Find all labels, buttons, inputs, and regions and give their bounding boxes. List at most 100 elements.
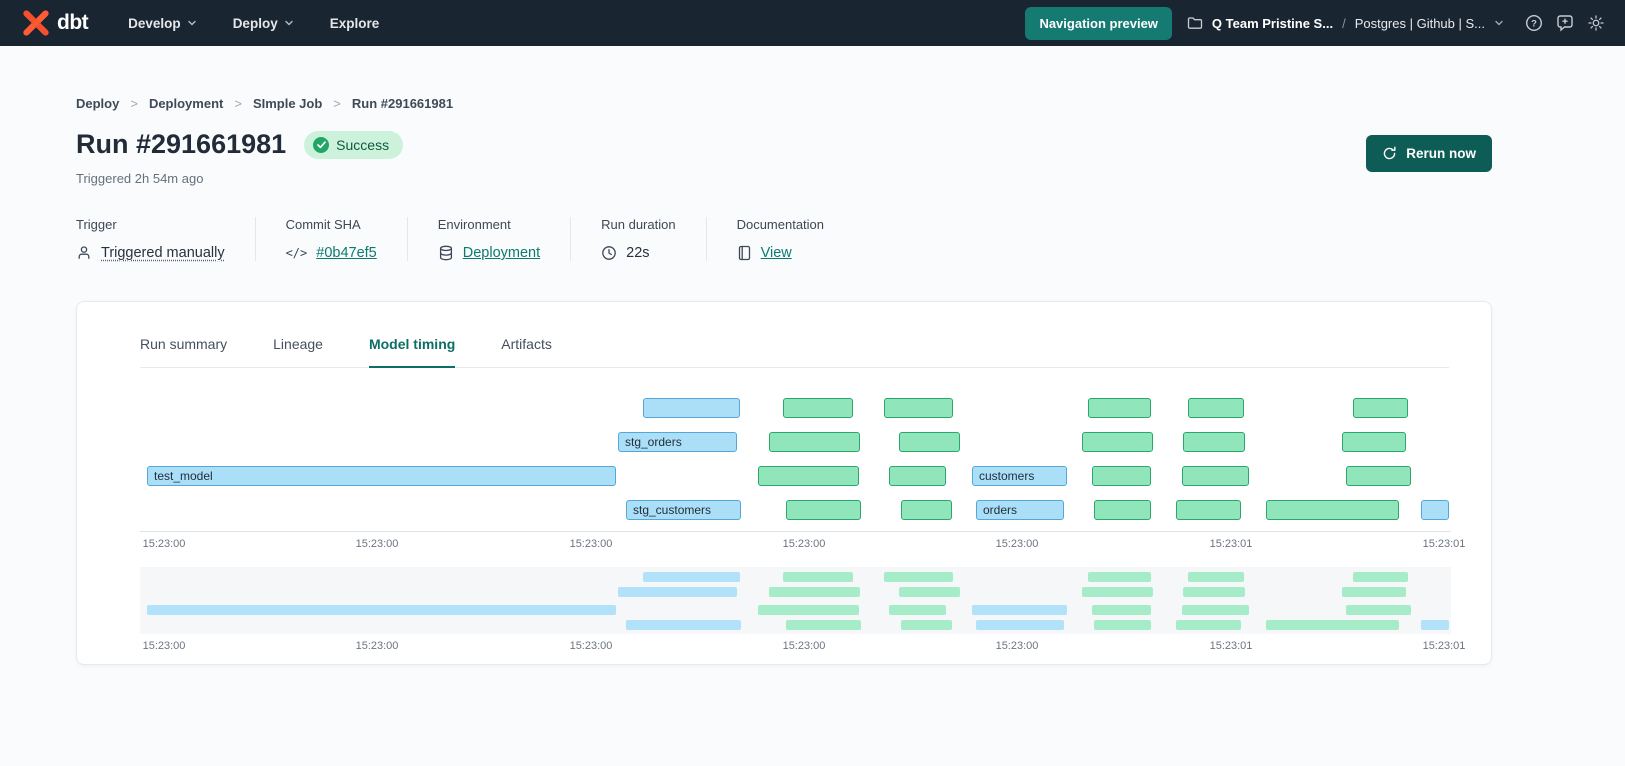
gantt-bar-customers[interactable]: customers	[971, 466, 1067, 486]
gantt-bar-orders[interactable]: orders	[975, 500, 1064, 520]
trigger-value[interactable]: Triggered manually	[101, 245, 225, 261]
environment-link[interactable]: Deployment	[462, 245, 541, 261]
gantt-bar[interactable]	[884, 398, 953, 418]
chevron-down-icon	[284, 18, 294, 28]
dbt-logo[interactable]: dbt	[22, 9, 89, 37]
brush-bar	[899, 587, 960, 597]
run-detail-card: Run summary Lineage Model timing Artifac…	[76, 301, 1492, 665]
breadcrumb-separator: >	[333, 96, 341, 111]
project-name[interactable]: Postgres | Github | S...	[1354, 15, 1485, 31]
gantt-bar[interactable]	[1176, 500, 1241, 520]
time-tick-label: 15:23:01	[1422, 640, 1466, 652]
gantt-bar-stg_orders[interactable]: stg_orders	[618, 432, 737, 452]
breadcrumb-run: Run #291661981	[351, 96, 454, 111]
brush-bar	[769, 587, 860, 597]
settings-icon[interactable]	[1587, 14, 1605, 32]
breadcrumb-deploy[interactable]: Deploy	[76, 96, 120, 111]
gantt-bar-label: test_model	[154, 469, 213, 483]
meta-label: Run duration	[601, 217, 676, 232]
feedback-icon[interactable]	[1556, 14, 1574, 32]
gantt-bar[interactable]	[1266, 500, 1399, 520]
brush-bar	[1082, 587, 1153, 597]
gantt-bar[interactable]	[1094, 500, 1151, 520]
meta-trigger: Trigger Triggered manually	[76, 217, 256, 261]
run-duration-value: 22s	[626, 245, 650, 261]
tab-run-summary[interactable]: Run summary	[140, 336, 228, 352]
success-check-icon	[313, 136, 330, 153]
gantt-bar-stg_customers[interactable]: stg_customers	[626, 500, 741, 520]
run-meta-row: Trigger Triggered manually Commit SHA </…	[76, 217, 1492, 261]
gantt-bar[interactable]	[643, 398, 740, 418]
tab-artifacts[interactable]: Artifacts	[501, 336, 552, 352]
brush-bar	[975, 620, 1064, 630]
triggered-timestamp: Triggered 2h 54m ago	[76, 171, 204, 186]
gantt-bar-label: orders	[982, 503, 1017, 517]
time-tick-label: 15:23:00	[782, 538, 826, 550]
brush-bar	[1183, 587, 1245, 597]
gantt-bar[interactable]	[1183, 432, 1245, 452]
tab-model-timing[interactable]: Model timing	[368, 336, 456, 368]
gantt-bar[interactable]	[1421, 500, 1449, 520]
top-nav: dbt Develop Deploy Explore Navigation pr…	[0, 0, 1625, 46]
gantt-bar[interactable]	[1353, 398, 1408, 418]
gantt-bar-label: customers	[978, 469, 1035, 483]
svg-text:?: ?	[1531, 19, 1537, 30]
brush-bar	[1421, 620, 1449, 630]
breadcrumb-job[interactable]: SImple Job	[252, 96, 323, 111]
meta-label: Commit SHA	[285, 217, 361, 232]
brush-bar	[1087, 572, 1151, 582]
timeline-brush[interactable]	[140, 567, 1451, 634]
brush-bar	[1346, 605, 1411, 615]
database-icon	[438, 245, 454, 261]
gantt-bar[interactable]	[769, 432, 860, 452]
breadcrumb-deployment[interactable]: Deployment	[148, 96, 224, 111]
brush-bar	[1181, 605, 1249, 615]
meta-documentation: Documentation View	[737, 217, 854, 261]
navigation-preview-button[interactable]: Navigation preview	[1025, 6, 1172, 40]
menu-explore[interactable]: Explore	[329, 15, 380, 31]
dbt-logo-text: dbt	[57, 11, 89, 34]
gantt-bar[interactable]	[889, 466, 946, 486]
help-icon[interactable]: ?	[1525, 14, 1543, 32]
gantt-bar[interactable]	[1082, 432, 1153, 452]
meta-environment: Environment Deployment	[438, 217, 572, 261]
documentation-view-link[interactable]: View	[760, 245, 792, 261]
commit-sha-link[interactable]: #0b47ef5	[316, 245, 377, 261]
tab-lineage[interactable]: Lineage	[273, 336, 323, 352]
gantt-bar[interactable]	[758, 466, 859, 486]
time-tick-label: 15:23:00	[355, 640, 399, 652]
time-tick-label: 15:23:00	[355, 538, 399, 550]
menu-deploy[interactable]: Deploy	[233, 16, 294, 31]
time-tick-label: 15:23:00	[142, 538, 186, 550]
meta-run-duration: Run duration 22s	[601, 217, 707, 261]
brush-bar	[971, 605, 1067, 615]
gantt-bar[interactable]	[1091, 466, 1151, 486]
gantt-bar[interactable]	[1181, 466, 1249, 486]
account-breadcrumb: Q Team Pristine S... / Postgres | Github…	[1187, 16, 1504, 31]
meta-label: Documentation	[736, 217, 825, 232]
time-tick-label: 15:23:01	[1209, 640, 1253, 652]
account-name[interactable]: Q Team Pristine S...	[1211, 15, 1334, 31]
gantt-bar[interactable]	[785, 500, 861, 520]
gantt-bar[interactable]	[1087, 398, 1151, 418]
gantt-chart: stg_orders test_model customers stg_custome…	[140, 368, 1451, 532]
brush-bar	[1353, 572, 1408, 582]
time-tick-label: 15:23:00	[569, 538, 613, 550]
brush-bar	[758, 605, 859, 615]
time-tick-label: 15:23:00	[569, 640, 613, 652]
time-tick-label: 15:23:00	[995, 640, 1039, 652]
menu-develop[interactable]: Develop	[128, 16, 197, 31]
rerun-now-button[interactable]: Rerun now	[1366, 135, 1492, 172]
gantt-bar[interactable]	[899, 432, 960, 452]
chevron-down-icon[interactable]	[1494, 18, 1504, 28]
main-menu: Develop Deploy Explore	[128, 16, 379, 31]
gantt-bar[interactable]	[783, 398, 853, 418]
clock-icon	[601, 245, 617, 261]
gantt-bar-test_model[interactable]: test_model	[147, 466, 616, 486]
gantt-bar[interactable]	[1188, 398, 1244, 418]
chevron-down-icon	[187, 18, 197, 28]
dbt-logo-icon	[22, 9, 50, 37]
gantt-bar[interactable]	[1342, 432, 1406, 452]
gantt-bar[interactable]	[1346, 466, 1411, 486]
gantt-bar[interactable]	[900, 500, 952, 520]
